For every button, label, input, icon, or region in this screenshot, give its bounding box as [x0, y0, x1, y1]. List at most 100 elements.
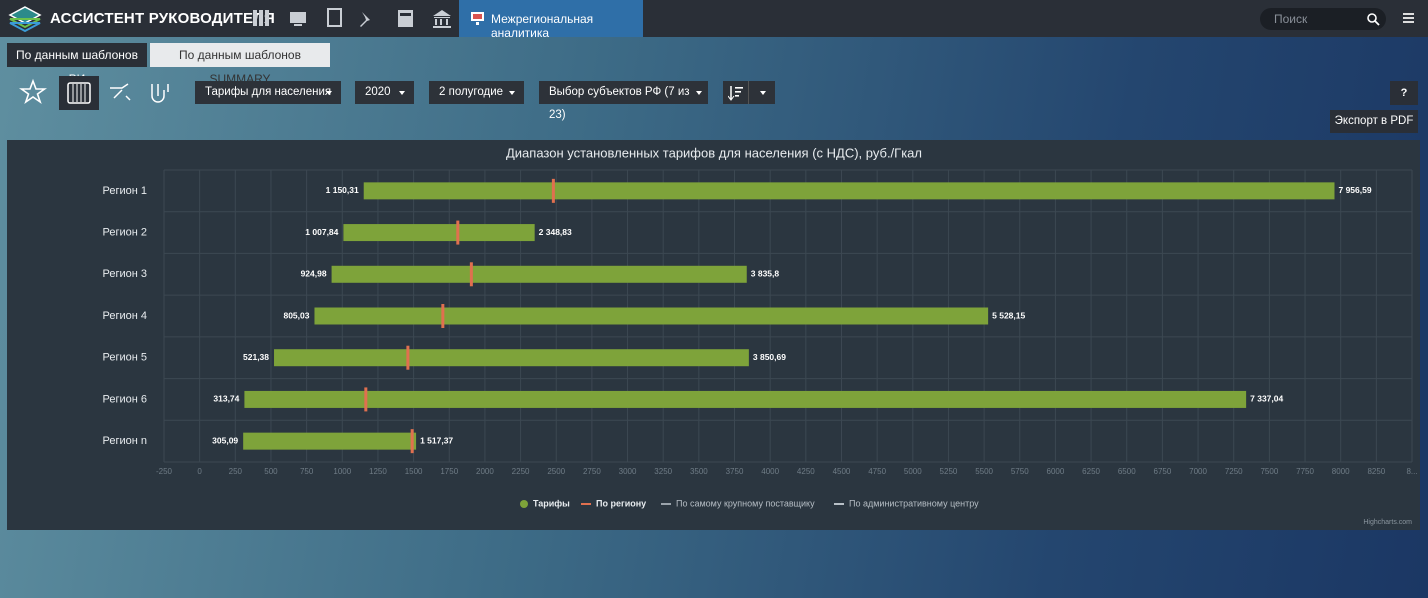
x-tick-label: 3750	[726, 467, 744, 476]
legend-item[interactable]: По административному центру	[834, 498, 979, 508]
x-tick-label: 5750	[1011, 467, 1029, 476]
x-tick-label: 6750	[1154, 467, 1172, 476]
data-label: 7 956,59	[1338, 185, 1371, 195]
legend-item[interactable]: По самому крупному поставщику	[661, 498, 815, 508]
x-tick-label: 3500	[690, 467, 708, 476]
range-bar	[343, 224, 535, 242]
sort-button[interactable]	[723, 81, 775, 104]
x-tick-label: 7750	[1296, 467, 1314, 476]
menu-icon[interactable]	[1403, 12, 1415, 24]
x-tick-label: 0	[197, 467, 202, 476]
range-bar	[314, 307, 989, 325]
data-label: 5 528,15	[992, 310, 1025, 320]
category-label: Регион 2	[103, 226, 148, 238]
x-tick-label: 7500	[1260, 467, 1278, 476]
filter-label: Выбор субъектов РФ (7 из 23)	[549, 86, 690, 121]
legend-symbol	[661, 503, 671, 505]
filter-dropdown[interactable]: Тарифы для населения	[195, 81, 341, 104]
data-label: 305,09	[212, 435, 238, 445]
legend-label: По административному центру	[849, 498, 979, 508]
x-tick-label: 750	[300, 467, 314, 476]
data-label: 1 150,31	[326, 185, 359, 195]
nav-icons[interactable]	[250, 8, 460, 30]
active-tab[interactable]: Межрегиональная аналитика	[459, 0, 643, 40]
x-tick-label: 2250	[512, 467, 530, 476]
x-tick-label: 4000	[761, 467, 779, 476]
marker	[441, 304, 445, 328]
filter-dropdown[interactable]: 2020	[355, 81, 414, 104]
data-label: 7 337,04	[1250, 394, 1283, 404]
x-tick-label: 2750	[583, 467, 601, 476]
search-box[interactable]: Поиск	[1260, 8, 1386, 30]
legend-item[interactable]: Тарифы	[520, 498, 570, 508]
range-bar	[243, 432, 417, 450]
search-icon	[1367, 13, 1380, 26]
x-tick-label: 7000	[1189, 467, 1207, 476]
search-placeholder: Поиск	[1274, 12, 1308, 26]
active-tab-label: Межрегиональная аналитика	[491, 12, 594, 40]
filter-dropdown[interactable]: 2 полугодие	[429, 81, 524, 104]
x-tick-label: 1250	[369, 467, 387, 476]
marker	[410, 429, 414, 454]
x-tick-label: 500	[264, 467, 278, 476]
x-tick-label: 5250	[940, 467, 958, 476]
x-tick-label: 5500	[975, 467, 993, 476]
legend-label: Тарифы	[533, 498, 570, 508]
tab[interactable]: По данным шаблонов SUMMARY	[150, 43, 330, 86]
data-label: 924,98	[301, 269, 327, 279]
x-tick-label: -250	[156, 467, 173, 476]
chart-title: Диапазон установленных тарифов для насел…	[506, 145, 922, 160]
x-tick-label: 3000	[619, 467, 637, 476]
x-tick-label: 1500	[405, 467, 423, 476]
x-tick-label: 6500	[1118, 467, 1136, 476]
tab-icon	[471, 12, 484, 25]
credits: Highcharts.com	[1363, 519, 1412, 526]
export-button[interactable]: Экспорт в PDF	[1330, 110, 1418, 133]
x-tick-label: 8250	[1367, 467, 1385, 476]
help-button[interactable]: ?	[1390, 81, 1418, 105]
x-tick-label: 6250	[1082, 467, 1100, 476]
filter-label: Тарифы для населения	[205, 86, 332, 98]
data-label: 805,03	[283, 310, 309, 320]
marker	[551, 178, 555, 203]
x-tick-label: 6000	[1047, 467, 1065, 476]
range-bar	[244, 390, 1247, 408]
chart: Диапазон установленных тарифов для насел…	[103, 145, 1418, 526]
category-label: Регион n	[103, 435, 148, 447]
filter-label: 2 полугодие	[439, 86, 504, 98]
x-tick-label: 3250	[654, 467, 672, 476]
x-tick-label: 4500	[833, 467, 851, 476]
x-tick-label: 2500	[547, 467, 565, 476]
top-nav: АССИСТЕНТ РУКОВОДИТЕЛЯ Межрегиональная а…	[0, 0, 1428, 40]
filter-label: 2020	[365, 86, 391, 98]
legend-symbol	[520, 500, 528, 508]
category-label: Регион 5	[103, 352, 148, 364]
range-bar	[331, 265, 747, 283]
data-label: 521,38	[243, 352, 269, 362]
x-tick-label: 5000	[904, 467, 922, 476]
sort-icon	[728, 86, 743, 101]
chart-panel: Диапазон установленных тарифов для насел…	[7, 140, 1420, 530]
tab[interactable]: По данным шаблонов РИ	[7, 43, 147, 86]
data-label: 1 007,84	[305, 227, 338, 237]
legend-symbol	[834, 503, 844, 505]
category-label: Регион 6	[103, 393, 148, 405]
data-label: 1 517,37	[420, 435, 453, 445]
filter-dropdown[interactable]: Выбор субъектов РФ (7 из 23)	[539, 81, 708, 121]
brand: АССИСТЕНТ РУКОВОДИТЕЛЯ	[50, 10, 275, 27]
category-label: Регион 4	[103, 310, 148, 322]
data-label: 3 835,8	[751, 269, 780, 279]
x-tick-label: 4750	[868, 467, 886, 476]
x-tick-label: 7250	[1225, 467, 1243, 476]
category-label: Регион 1	[103, 185, 148, 197]
legend-item[interactable]: По региону	[581, 498, 646, 508]
x-tick-label: 1000	[333, 467, 351, 476]
x-tick-label: 4250	[797, 467, 815, 476]
range-bar	[363, 182, 1335, 200]
toolbar-icons[interactable]	[18, 76, 188, 110]
range-bar	[274, 349, 749, 367]
x-tick-label: 1750	[440, 467, 458, 476]
marker	[406, 345, 410, 370]
data-label: 3 850,69	[753, 352, 786, 362]
